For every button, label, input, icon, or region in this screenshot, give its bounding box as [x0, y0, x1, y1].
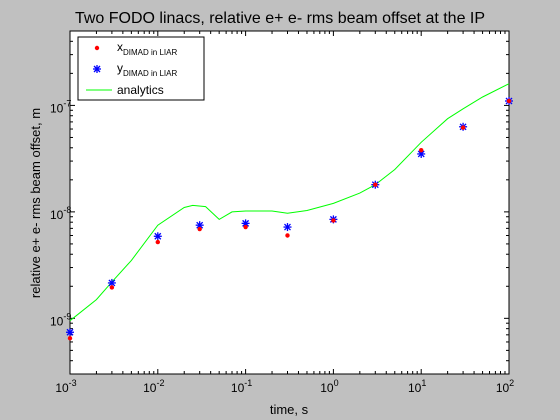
x-series-point	[243, 224, 248, 230]
legend-marker-y	[93, 65, 101, 73]
x-series-point	[155, 239, 160, 245]
legend-label-x: xDIMAD in LIAR	[117, 40, 177, 57]
x-tick-label: 100	[320, 378, 338, 395]
x-series-point	[506, 98, 512, 104]
legend: xDIMAD in LIAR yDIMAD in LIAR analytics	[77, 36, 205, 101]
chart-title: Two FODO linacs, relative e+ e- rms beam…	[75, 10, 485, 27]
y-tick-label: 10-8	[50, 205, 71, 222]
x-tick-label: 10-2	[143, 378, 164, 395]
x-series-point	[197, 226, 202, 232]
y-series-point	[283, 223, 292, 232]
x-series-point	[373, 182, 378, 187]
x-series-point	[460, 125, 466, 130]
y-point-stroke	[154, 232, 162, 240]
series-layer	[66, 83, 513, 341]
x-series-point	[331, 218, 336, 223]
y-point-stroke	[196, 221, 204, 229]
y-point-stroke	[242, 219, 250, 227]
x-tick-label: 101	[408, 378, 426, 395]
y-series-point	[66, 328, 74, 337]
x-tick-label: 102	[496, 378, 514, 395]
y-series-point	[153, 232, 162, 241]
y-point-stroke	[284, 223, 291, 231]
y-point-stroke	[108, 279, 116, 287]
legend-label-analytics: analytics	[117, 83, 164, 97]
x-series-point	[109, 285, 115, 290]
legend-marker-x	[94, 45, 100, 51]
y-point-stroke	[66, 328, 74, 336]
x-series-point	[419, 147, 424, 153]
x-tick-label: 10-1	[231, 378, 252, 395]
legend-label-y: yDIMAD in LIAR	[117, 61, 177, 78]
axis-ticks	[69, 30, 510, 375]
y-series-point	[417, 149, 426, 158]
analytics-line	[69, 83, 510, 322]
y-point-stroke	[417, 150, 425, 158]
y-axis-label: relative e+ e- rms beam offset, m	[28, 108, 43, 298]
x-tick-label: 10-3	[55, 378, 76, 395]
x-axis-label: time, s	[270, 402, 309, 417]
x-series-point	[67, 336, 73, 341]
axis-tick-labels: 10-3 10-2 10-1 100 101 102 10-9 10-8 10-7	[50, 98, 514, 395]
y-tick-label: 10-7	[50, 98, 71, 115]
y-tick-label: 10-9	[50, 311, 71, 328]
x-series-point	[285, 233, 290, 238]
